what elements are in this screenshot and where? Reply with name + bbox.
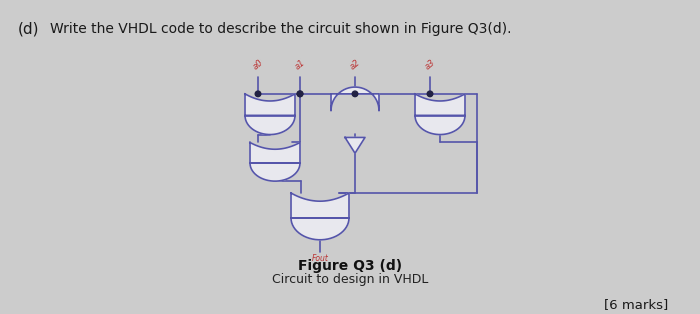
Polygon shape (291, 193, 349, 240)
Text: (d): (d) (18, 22, 39, 37)
Text: a0: a0 (251, 57, 265, 71)
Circle shape (256, 91, 261, 97)
Text: Circuit to design in VHDL: Circuit to design in VHDL (272, 273, 428, 286)
Polygon shape (331, 87, 379, 111)
Text: a3: a3 (423, 57, 437, 71)
Text: Figure Q3 (d): Figure Q3 (d) (298, 259, 402, 273)
Text: a2: a2 (348, 57, 362, 71)
Text: a1: a1 (293, 57, 307, 71)
Polygon shape (345, 138, 365, 153)
Circle shape (352, 91, 358, 97)
Polygon shape (415, 94, 465, 134)
Polygon shape (250, 143, 300, 181)
Circle shape (298, 91, 303, 97)
Text: Fout: Fout (312, 254, 328, 263)
Text: Write the VHDL code to describe the circuit shown in Figure Q3(d).: Write the VHDL code to describe the circ… (50, 22, 512, 36)
Text: [6 marks]: [6 marks] (603, 298, 668, 311)
Polygon shape (245, 94, 295, 134)
Circle shape (298, 91, 303, 97)
Circle shape (427, 91, 433, 97)
